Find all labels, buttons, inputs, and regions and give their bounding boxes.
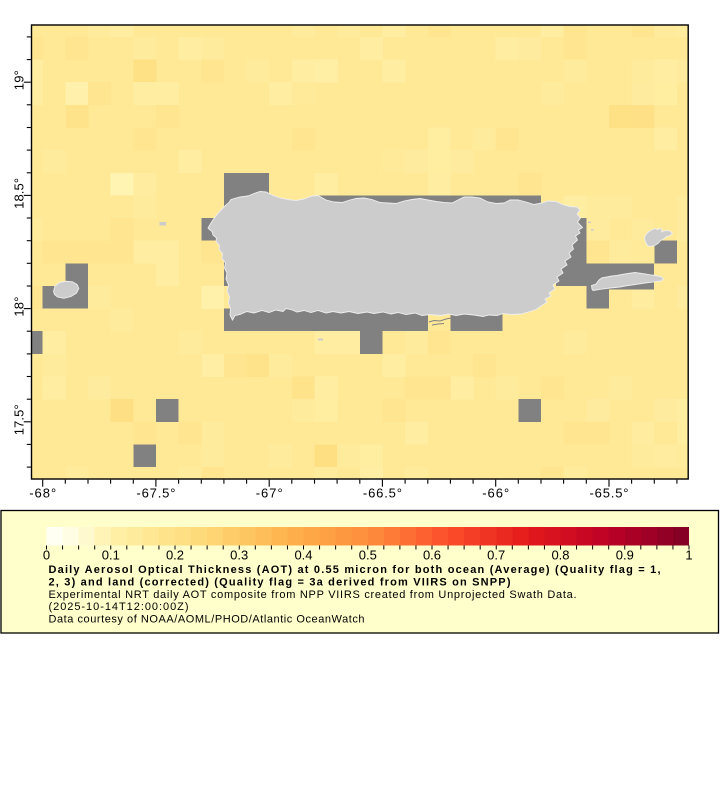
svg-text:0.2: 0.2 bbox=[166, 548, 184, 563]
svg-text:0.1: 0.1 bbox=[102, 548, 120, 563]
svg-text:-67.5°: -67.5° bbox=[136, 486, 175, 501]
svg-text:-67°: -67° bbox=[256, 486, 283, 501]
svg-text:1: 1 bbox=[685, 548, 692, 563]
svg-text:0.7: 0.7 bbox=[487, 548, 505, 563]
svg-text:0.9: 0.9 bbox=[616, 548, 634, 563]
svg-text:18°: 18° bbox=[12, 297, 27, 317]
svg-text:0.5: 0.5 bbox=[359, 548, 377, 563]
svg-text:-65.5°: -65.5° bbox=[590, 486, 629, 501]
svg-text:Data courtesy of NOAA/AOML/PHO: Data courtesy of NOAA/AOML/PHOD/Atlantic… bbox=[49, 614, 365, 626]
svg-text:0.8: 0.8 bbox=[551, 548, 569, 563]
svg-text:17.5°: 17.5° bbox=[12, 404, 27, 435]
svg-text:19°: 19° bbox=[12, 70, 27, 90]
svg-text:Daily Aerosol Optical Thicknes: Daily Aerosol Optical Thickness (AOT) at… bbox=[49, 564, 661, 576]
svg-text:Experimental NRT daily AOT com: Experimental NRT daily AOT composite fro… bbox=[49, 589, 577, 601]
svg-text:(2025-10-14T12:00:00Z): (2025-10-14T12:00:00Z) bbox=[49, 601, 189, 613]
svg-text:-66°: -66° bbox=[482, 486, 509, 501]
svg-text:-66.5°: -66.5° bbox=[363, 486, 402, 501]
svg-text:0.3: 0.3 bbox=[230, 548, 248, 563]
svg-text:0: 0 bbox=[43, 548, 50, 563]
svg-text:0.6: 0.6 bbox=[423, 548, 441, 563]
svg-text:-68°: -68° bbox=[29, 486, 56, 501]
svg-text:2, 3) and land (corrected) (Qu: 2, 3) and land (corrected) (Quality flag… bbox=[49, 576, 511, 588]
svg-text:18.5°: 18.5° bbox=[12, 178, 27, 209]
svg-text:0.4: 0.4 bbox=[294, 548, 312, 563]
